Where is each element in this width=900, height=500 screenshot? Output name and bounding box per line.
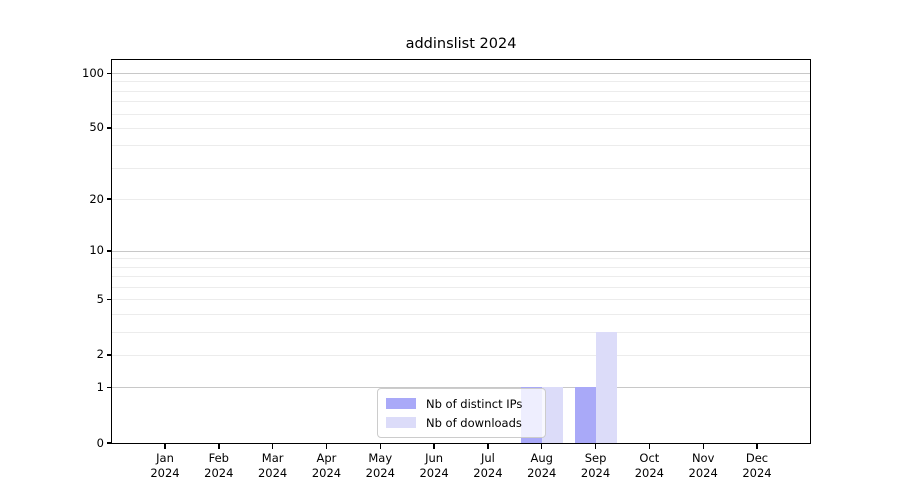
minor-gridline xyxy=(112,354,810,356)
x-tick-label: Jul 2024 xyxy=(456,451,520,481)
legend-swatch-distinct-ips xyxy=(386,398,416,409)
minor-gridline xyxy=(112,287,810,289)
x-tick-year: 2024 xyxy=(311,466,342,480)
x-tick-year: 2024 xyxy=(527,466,557,480)
x-tick-label: Dec 2024 xyxy=(725,451,789,481)
y-tick-mark xyxy=(106,198,112,200)
x-tick-mark xyxy=(594,444,597,449)
minor-gridline xyxy=(112,167,810,169)
y-tick-mark xyxy=(106,72,112,74)
chart-title: addinslist 2024 xyxy=(405,36,517,52)
x-tick-year: 2024 xyxy=(150,466,180,480)
x-tick-label: Aug 2024 xyxy=(510,451,574,481)
x-tick-mark xyxy=(541,444,543,449)
x-tick-mark xyxy=(272,444,274,449)
x-tick-label: Jan 2024 xyxy=(133,451,197,481)
x-tick-month: Jun xyxy=(425,451,444,465)
x-tick-year: 2024 xyxy=(473,466,503,480)
minor-gridline xyxy=(112,299,810,301)
y-tick-mark xyxy=(106,250,112,252)
legend-item-distinct-ips: Nb of distinct IPs xyxy=(386,397,537,411)
x-tick-year: 2024 xyxy=(419,466,449,480)
x-tick-mark xyxy=(433,444,435,449)
x-tick-year: 2024 xyxy=(688,466,718,480)
bar-downloads xyxy=(541,387,563,443)
bar-downloads xyxy=(595,331,617,443)
x-tick-label: Mar 2024 xyxy=(241,451,305,481)
minor-gridline xyxy=(112,314,810,316)
minor-gridline xyxy=(112,127,810,129)
major-gridline xyxy=(112,250,810,252)
y-tick-label: 5 xyxy=(96,291,104,306)
x-tick-month: Jul xyxy=(480,451,495,465)
minor-gridline xyxy=(112,113,810,115)
x-tick-label: Feb 2024 xyxy=(187,451,251,481)
x-tick-mark xyxy=(325,444,328,449)
y-tick-mark xyxy=(106,442,112,444)
x-tick-label: Jun 2024 xyxy=(402,451,466,481)
minor-gridline xyxy=(112,90,810,92)
minor-gridline xyxy=(112,81,810,83)
y-tick-label: 20 xyxy=(89,191,104,206)
x-tick-month: Mar xyxy=(261,451,284,465)
x-tick-mark xyxy=(379,444,381,449)
x-tick-month: Nov xyxy=(691,451,715,465)
y-tick-mark xyxy=(106,298,112,301)
x-tick-year: 2024 xyxy=(257,466,288,480)
x-tick-month: Dec xyxy=(745,451,769,465)
y-tick-label: 100 xyxy=(82,65,104,80)
x-tick-label: Nov 2024 xyxy=(671,451,735,481)
minor-gridline xyxy=(112,101,810,103)
x-tick-year: 2024 xyxy=(204,466,234,480)
x-tick-mark xyxy=(218,444,220,449)
legend-swatch-downloads xyxy=(386,417,416,428)
x-tick-mark xyxy=(487,444,489,449)
x-tick-month: Apr xyxy=(316,451,337,465)
legend-item-downloads: Nb of downloads xyxy=(386,416,537,430)
minor-gridline xyxy=(112,145,810,147)
minor-gridline xyxy=(112,258,810,260)
major-gridline xyxy=(112,73,810,75)
x-tick-year: 2024 xyxy=(742,466,772,480)
x-tick-month: May xyxy=(368,451,393,465)
y-tick-label: 10 xyxy=(89,243,104,258)
x-tick-label: May 2024 xyxy=(348,451,412,481)
y-tick-mark xyxy=(106,354,112,356)
x-tick-month: Oct xyxy=(639,451,660,465)
x-tick-month: Sep xyxy=(584,451,607,465)
x-tick-label: Sep 2024 xyxy=(564,451,628,481)
y-tick-label: 1 xyxy=(96,379,104,394)
y-tick-label: 50 xyxy=(89,120,104,135)
legend: Nb of distinct IPs Nb of downloads xyxy=(377,388,546,438)
x-tick-year: 2024 xyxy=(580,466,611,480)
major-gridline xyxy=(112,387,810,389)
y-tick-mark xyxy=(106,386,112,389)
x-tick-label: Oct 2024 xyxy=(617,451,681,481)
minor-gridline xyxy=(112,266,810,268)
x-tick-month: Jan xyxy=(156,451,174,465)
legend-label-downloads: Nb of downloads xyxy=(426,415,522,430)
x-tick-mark xyxy=(164,444,166,449)
y-tick-label: 2 xyxy=(96,347,104,362)
x-tick-year: 2024 xyxy=(634,466,664,480)
y-tick-label: 0 xyxy=(96,435,104,450)
x-tick-year: 2024 xyxy=(365,466,395,480)
x-tick-month: Aug xyxy=(530,451,553,465)
minor-gridline xyxy=(112,331,810,333)
y-tick-mark xyxy=(106,127,112,129)
x-tick-label: Apr 2024 xyxy=(294,451,358,481)
x-tick-mark xyxy=(702,444,704,449)
minor-gridline xyxy=(112,199,810,200)
x-tick-month: Feb xyxy=(208,451,229,465)
x-tick-mark xyxy=(756,444,758,449)
x-tick-mark xyxy=(648,444,651,449)
plot-area xyxy=(112,60,810,443)
legend-label-distinct-ips: Nb of distinct IPs xyxy=(426,396,523,411)
minor-gridline xyxy=(112,276,810,278)
bar-distinct-ips xyxy=(574,387,596,443)
